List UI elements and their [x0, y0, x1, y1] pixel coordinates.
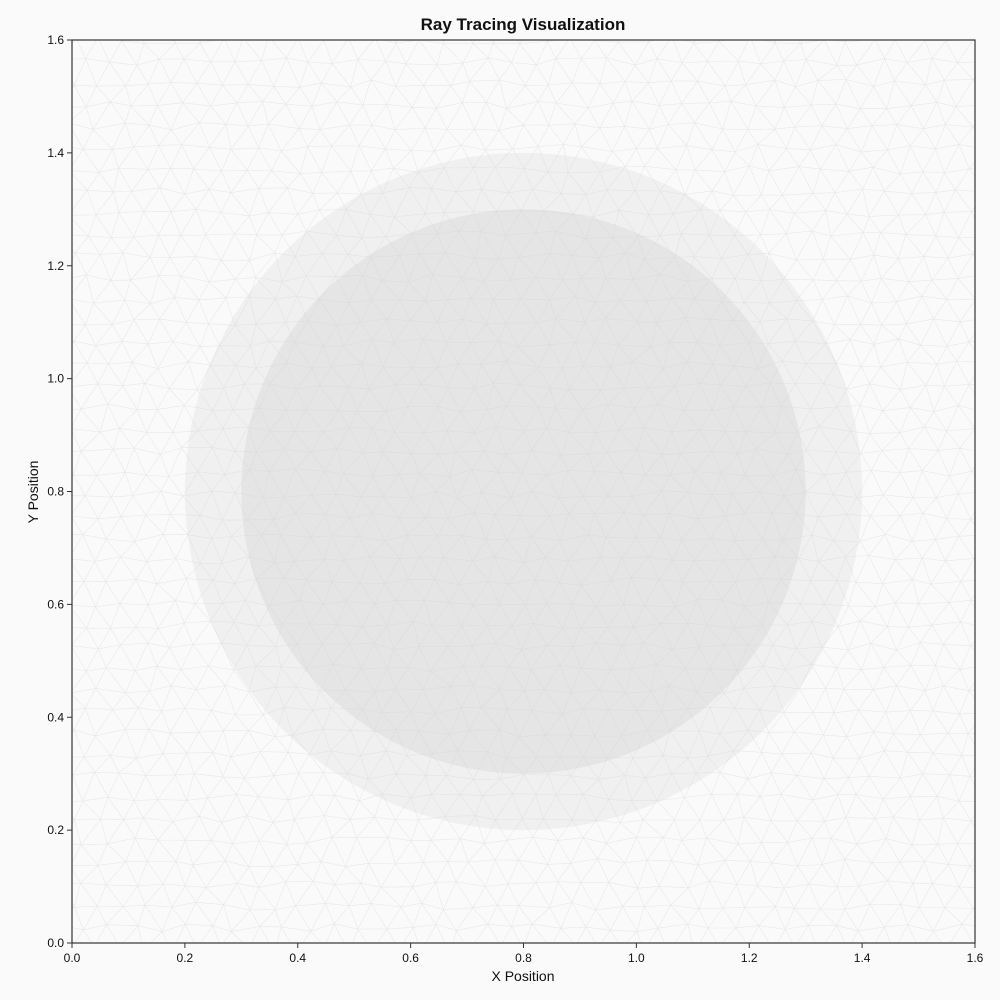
y-tick-label: 1.4	[47, 146, 64, 160]
x-tick-label: 0.0	[64, 951, 81, 965]
x-tick-label: 0.2	[177, 951, 194, 965]
x-tick-label: 1.4	[854, 951, 871, 965]
y-tick-label: 0.6	[47, 597, 64, 611]
y-tick-label: 1.2	[47, 259, 64, 273]
x-tick-label: 0.8	[515, 951, 532, 965]
x-axis-label: X Position	[491, 968, 555, 984]
triangular-mesh	[72, 40, 975, 943]
y-tick-label: 0.2	[47, 823, 64, 837]
y-tick-label: 1.0	[47, 372, 64, 386]
y-tick-label: 1.6	[47, 33, 64, 47]
x-tick-label: 1.0	[628, 951, 645, 965]
inner-circle	[241, 209, 806, 774]
x-tick-label: 1.6	[967, 951, 984, 965]
x-tick-label: 0.4	[289, 951, 306, 965]
chart-title: Ray Tracing Visualization	[420, 15, 626, 34]
y-tick-label: 0.4	[47, 710, 64, 724]
y-tick-label: 0.8	[47, 485, 64, 499]
x-tick-label: 0.6	[402, 951, 419, 965]
x-tick-label: 1.2	[741, 951, 758, 965]
y-tick-label: 0.0	[47, 936, 64, 950]
